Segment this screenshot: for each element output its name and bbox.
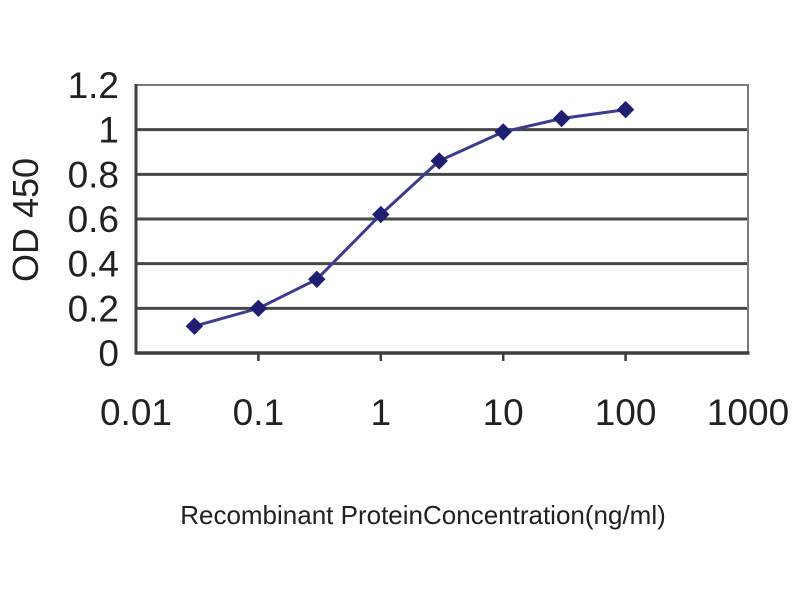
data-point-marker bbox=[185, 317, 204, 335]
x-tick-labels: 0.01 0.1 1 10 100 1000 bbox=[100, 392, 789, 433]
data-point-marker bbox=[249, 299, 268, 318]
data-point-marker bbox=[616, 100, 635, 119]
y-tick-label: 0.2 bbox=[68, 288, 119, 329]
x-tick-label: 100 bbox=[595, 392, 657, 433]
x-tick-label: 1000 bbox=[707, 392, 789, 433]
x-tick-label: 1 bbox=[371, 392, 392, 433]
data-point-marker bbox=[308, 270, 326, 289]
data-series bbox=[185, 100, 635, 335]
y-tick-label: 0 bbox=[98, 333, 119, 374]
y-tick-label: 0.8 bbox=[68, 154, 119, 195]
x-axis-title: Recombinant ProteinConcentration(ng/ml) bbox=[180, 500, 666, 530]
x-tick-label: 10 bbox=[483, 392, 524, 433]
data-point-marker bbox=[430, 152, 448, 170]
y-tick-label: 0.6 bbox=[68, 199, 119, 240]
x-tick-label: 0.1 bbox=[233, 392, 284, 433]
y-axis-title: OD 450 bbox=[5, 158, 46, 282]
series-line bbox=[192, 108, 628, 328]
data-point-marker bbox=[552, 109, 571, 128]
gridlines bbox=[136, 128, 748, 310]
y-tick-labels: 00.20.40.60.811.2 bbox=[68, 65, 119, 374]
x-tick-label: 0.01 bbox=[100, 392, 172, 433]
y-tick-label: 1 bbox=[98, 110, 119, 151]
y-tick-label: 1.2 bbox=[68, 65, 119, 106]
y-tick-label: 0.4 bbox=[68, 244, 119, 285]
plot-frame bbox=[134, 84, 750, 355]
data-point-marker bbox=[372, 205, 390, 224]
data-point-marker bbox=[494, 123, 512, 141]
axis-ticks bbox=[257, 353, 627, 361]
